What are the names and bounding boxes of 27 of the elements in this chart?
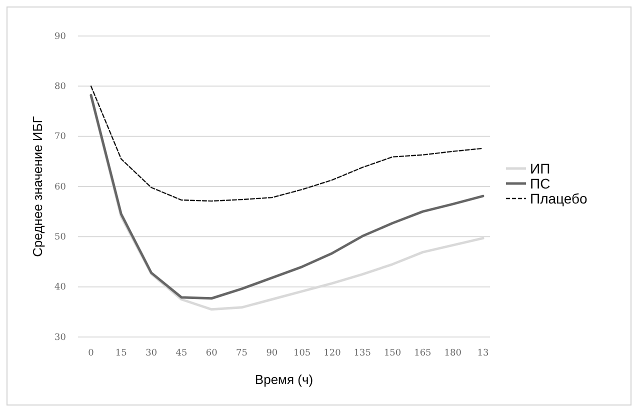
legend-label: Плацебо [530, 190, 588, 206]
x-tick-label: 45 [176, 348, 188, 358]
line-series [90, 86, 484, 202]
x-tick-label: 75 [236, 348, 248, 358]
y-tick-label: 90 [54, 32, 66, 42]
y-tick-label: 80 [54, 82, 66, 92]
y-tick-label: 60 [54, 182, 66, 192]
x-tick-label: 180 [444, 348, 462, 358]
legend-label: ИП [530, 160, 550, 176]
x-tick-label: 13 [477, 348, 489, 358]
x-tick-label: 60 [206, 348, 218, 358]
y-tick-label: 50 [54, 232, 66, 243]
x-tick-label: 30 [146, 348, 158, 358]
y-axis-title: Среднее значение ИБГ [30, 116, 45, 257]
y-tick-label: 70 [54, 132, 66, 142]
y-tick-label: 40 [54, 282, 66, 293]
x-tick-label: 0 [88, 348, 94, 358]
x-tick-label: 105 [293, 348, 311, 358]
y-tick-label: 30 [54, 332, 66, 343]
x-tick-label: 15 [115, 348, 128, 358]
x-tick-label: 165 [414, 348, 432, 358]
x-tick-label: 135 [354, 348, 372, 358]
x-tick-label: 120 [324, 348, 342, 358]
legend-label: ПС [530, 176, 550, 192]
x-tick-label: 150 [384, 348, 402, 358]
x-axis-title: Время (ч) [254, 372, 314, 387]
x-tick-label: 90 [266, 348, 278, 358]
